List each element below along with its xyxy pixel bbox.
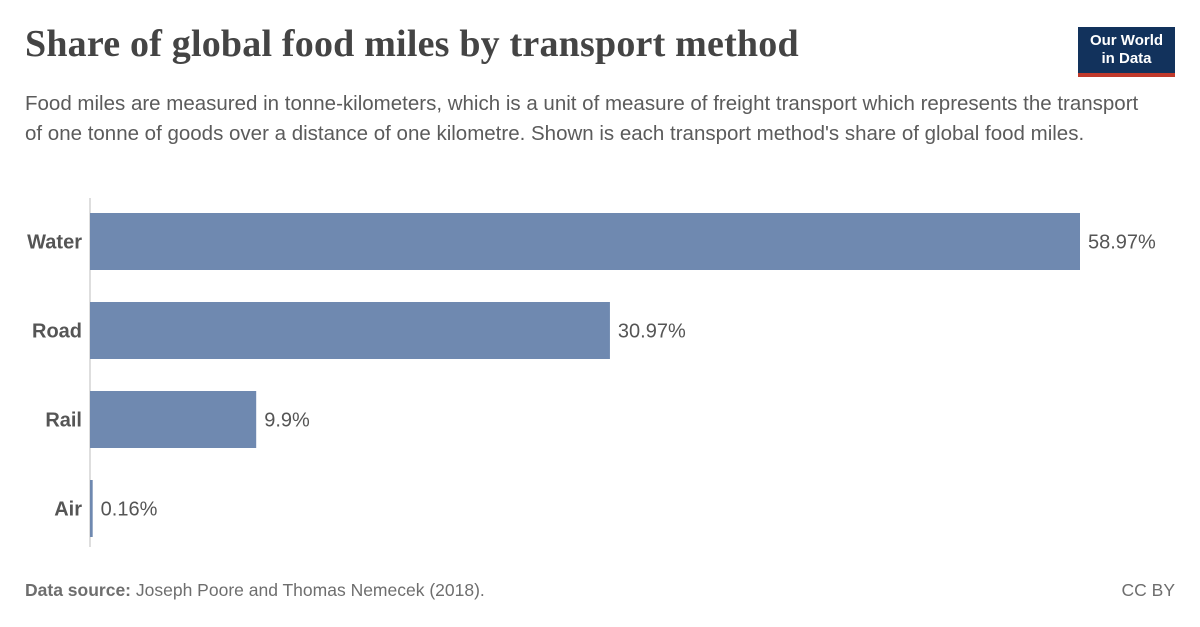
value-label-water: 58.97% [1088, 232, 1156, 254]
category-label-water: Water [27, 232, 82, 254]
owid-logo[interactable]: Our World in Data [1078, 27, 1175, 77]
footer: Data source: Joseph Poore and Thomas Nem… [25, 580, 1175, 601]
chart-title: Share of global food miles by transport … [25, 23, 799, 65]
source-label: Data source: [25, 580, 132, 600]
category-label-road: Road [32, 321, 82, 343]
category-label-rail: Rail [45, 410, 82, 432]
category-label-air: Air [54, 499, 82, 521]
source-text[interactable]: Joseph Poore and Thomas Nemecek (2018). [135, 580, 485, 600]
bar-rail[interactable] [90, 391, 257, 448]
value-label-rail: 9.9% [264, 410, 310, 432]
logo-line-2: in Data [1101, 50, 1152, 67]
bar-chart: Water 58.97% Road 30.97% Rail 9.9% Air 0.16% [27, 198, 1156, 547]
logo-line-1: Our World [1089, 32, 1164, 49]
value-label-air: 0.16% [101, 499, 158, 521]
value-label-road: 30.97% [618, 321, 686, 343]
bar-road[interactable] [90, 302, 610, 359]
bar-water[interactable] [90, 213, 1080, 270]
chart-subtitle: Food miles are measured in tonne-kilomet… [25, 92, 1139, 145]
license-label[interactable]: CC BY [1121, 580, 1175, 600]
bar-air[interactable] [90, 480, 93, 537]
